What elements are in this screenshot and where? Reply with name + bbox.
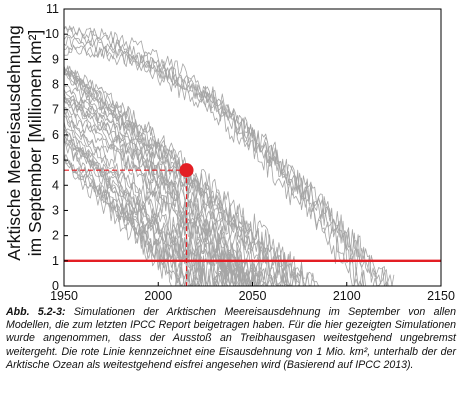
y-axis-label-line-1: Arktische Meereisausdehnung <box>4 25 24 260</box>
y-tick-label-5: 5 <box>52 153 59 167</box>
simulation-line-3 <box>63 26 395 287</box>
simulation-line-18 <box>63 67 306 287</box>
simulation-lines <box>63 25 395 287</box>
simulation-line-31 <box>63 107 248 287</box>
simulation-line-0 <box>63 45 379 287</box>
y-tick-label-10: 10 <box>45 27 59 41</box>
x-tick-label-1: 2000 <box>144 289 172 303</box>
y-tick-label-3: 3 <box>52 203 59 217</box>
y-tick-label-1: 1 <box>52 254 59 268</box>
simulation-line-38 <box>63 154 202 287</box>
y-tick-label-0: 0 <box>52 279 59 293</box>
simulation-line-33 <box>63 108 251 287</box>
y-tick-label-2: 2 <box>52 229 59 243</box>
simulation-line-24 <box>63 154 210 287</box>
tick-labels: 1950 2000 2050 2100 2150 0 1 2 3 4 5 6 7 8 9 10 11 <box>45 2 455 303</box>
caption-label: Abb. 5.2-3: <box>6 306 66 318</box>
figure-caption: Abb. 5.2-3: Simulationen der Arktischen … <box>6 306 456 372</box>
y-tick-label-6: 6 <box>52 128 59 142</box>
x-tick-label-0: 1950 <box>50 289 78 303</box>
y-axis-label-line-2: im September [Millionen km²] <box>25 30 45 257</box>
simulation-line-37 <box>63 156 193 287</box>
y-tick-label-11: 11 <box>46 2 59 16</box>
simulation-line-32 <box>63 115 228 287</box>
simulation-line-9 <box>63 95 268 287</box>
x-tick-label-3: 2100 <box>333 289 361 303</box>
sea-ice-chart: 1950 2000 2050 2100 2150 0 1 2 3 4 5 6 7 8 9 10 11 Arkti… <box>4 2 455 303</box>
simulation-line-23 <box>63 98 266 287</box>
y-tick-label-8: 8 <box>52 78 59 92</box>
y-tick-label-7: 7 <box>52 103 59 117</box>
caption-text: Simulationen der Arktischen Meereisausde… <box>6 306 457 371</box>
simulation-line-10 <box>63 88 285 287</box>
simulation-line-35 <box>63 111 257 287</box>
highlight-point <box>179 163 194 178</box>
y-tick-label-9: 9 <box>52 52 59 66</box>
y-tick-label-4: 4 <box>52 178 59 192</box>
highlight-guides <box>64 163 194 286</box>
x-tick-label-4: 2150 <box>427 289 455 303</box>
simulation-line-1 <box>63 36 389 287</box>
simulation-line-4 <box>63 25 368 287</box>
simulation-line-39 <box>63 129 206 287</box>
x-tick-label-2: 2050 <box>239 289 267 303</box>
axes <box>63 8 442 287</box>
simulation-line-5 <box>64 44 368 287</box>
